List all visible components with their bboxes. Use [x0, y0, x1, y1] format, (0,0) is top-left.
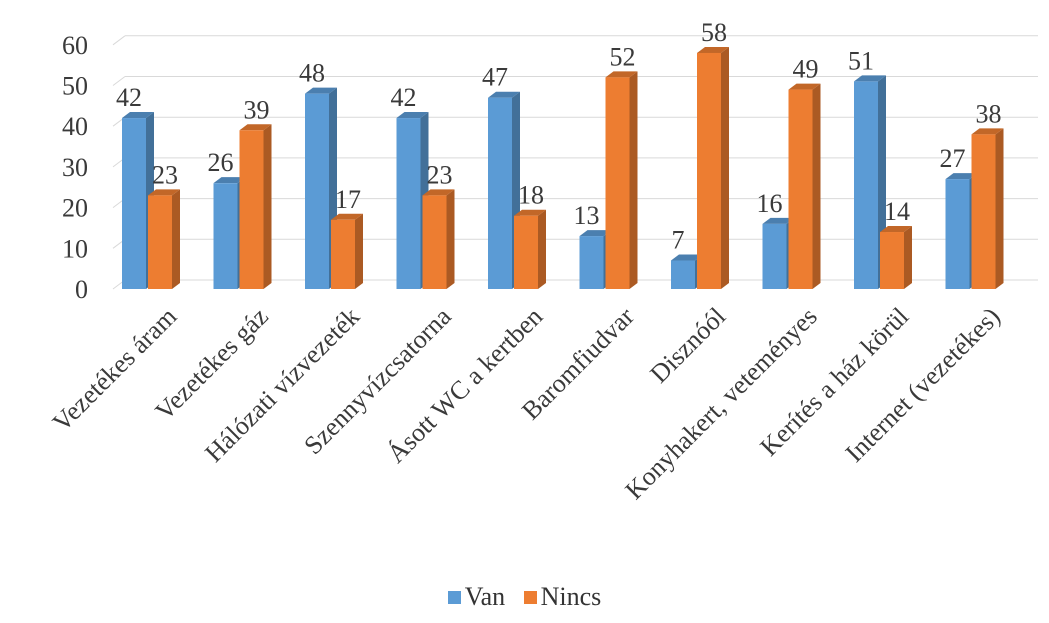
gridline-tick — [112, 35, 126, 46]
bar-van — [213, 183, 238, 289]
bar-top — [122, 112, 154, 119]
legend-swatch-nincs — [523, 591, 537, 604]
legend-item-nincs: Nincs — [523, 582, 602, 612]
data-label: 39 — [244, 95, 270, 124]
bar-top — [305, 87, 337, 94]
bar-van — [762, 223, 787, 289]
bar-nincs — [788, 89, 813, 289]
bar-nincs — [971, 134, 996, 289]
bar-top — [971, 128, 1004, 135]
bar-nincs — [239, 130, 264, 289]
y-tick-label: 30 — [62, 153, 88, 182]
bar-side — [995, 128, 1004, 289]
data-label: 17 — [335, 185, 361, 214]
bar-nincs — [422, 195, 447, 289]
bar-top — [213, 177, 246, 184]
data-label: 52 — [610, 42, 636, 71]
bar-side — [629, 71, 638, 289]
bar-side — [446, 189, 455, 289]
bar-top — [396, 112, 429, 119]
y-tick-label: 60 — [62, 31, 88, 60]
gridline-tick — [112, 76, 126, 86]
legend-label-van: Van — [464, 582, 506, 611]
bar-top — [854, 75, 886, 82]
bar-side — [263, 124, 272, 290]
data-label: 38 — [976, 99, 1002, 128]
bar-top — [579, 230, 612, 237]
bar-side — [904, 226, 912, 289]
legend-swatch-van — [447, 591, 461, 604]
bar-nincs — [880, 232, 904, 289]
bar-top — [945, 173, 978, 180]
x-tick-label: Ásott WC a kertben — [382, 302, 549, 469]
bar-nincs — [605, 77, 630, 289]
bar-top — [239, 124, 272, 131]
bar-van — [945, 179, 970, 289]
bar-top — [762, 217, 795, 224]
data-label: 13 — [574, 201, 600, 230]
bar-van — [396, 118, 421, 289]
bar-top — [422, 189, 455, 196]
bar-side — [172, 189, 180, 289]
data-label: 26 — [208, 148, 234, 177]
data-label: 58 — [701, 18, 727, 47]
data-label: 49 — [793, 55, 819, 84]
y-tick-label: 10 — [62, 234, 88, 263]
bar-top — [788, 83, 821, 90]
bar-van — [854, 81, 878, 290]
bar-side — [721, 46, 729, 289]
bar-van — [305, 93, 329, 289]
bar-top — [605, 71, 638, 78]
bar-top — [514, 209, 546, 216]
bar-side — [812, 83, 821, 289]
bar-nincs — [514, 215, 538, 289]
data-label: 42 — [391, 83, 417, 112]
bar-nincs — [697, 52, 721, 289]
bar-van — [488, 97, 512, 290]
bar-side — [538, 209, 546, 289]
bar-top — [671, 254, 703, 261]
data-label: 47 — [482, 63, 508, 92]
y-tick-label: 20 — [62, 194, 88, 223]
bar-top — [148, 189, 180, 196]
bar-side — [355, 213, 363, 289]
legend-item-van: Van — [447, 582, 506, 612]
data-label: 48 — [299, 59, 325, 88]
x-tick-label: Disznóól — [644, 302, 731, 389]
legend: Van Nincs — [0, 582, 1049, 612]
bar-top — [697, 46, 729, 53]
bar-van — [579, 236, 604, 289]
bar-top — [488, 91, 520, 98]
bar-nincs — [148, 195, 172, 289]
bar-top — [331, 213, 363, 220]
bar-nincs — [331, 219, 355, 289]
bar-van — [122, 118, 146, 289]
x-tick-label: Internet (vezetékes) — [840, 302, 1006, 468]
data-label: 42 — [116, 83, 142, 112]
data-label: 7 — [672, 226, 685, 255]
y-tick-label: 50 — [62, 72, 88, 101]
y-tick-label: 0 — [75, 275, 88, 304]
x-tick-label: Hálózati vízvezeték — [199, 302, 365, 468]
data-label: 27 — [940, 144, 966, 173]
data-label: 23 — [152, 160, 178, 189]
data-label: 51 — [848, 46, 874, 75]
bar-top — [880, 226, 912, 233]
bar-van — [671, 260, 695, 289]
y-tick-label: 40 — [62, 112, 88, 141]
data-label: 14 — [884, 197, 910, 226]
data-label: 18 — [518, 181, 544, 210]
data-label: 23 — [427, 160, 453, 189]
legend-label-nincs: Nincs — [540, 582, 602, 611]
data-label: 16 — [757, 189, 783, 218]
